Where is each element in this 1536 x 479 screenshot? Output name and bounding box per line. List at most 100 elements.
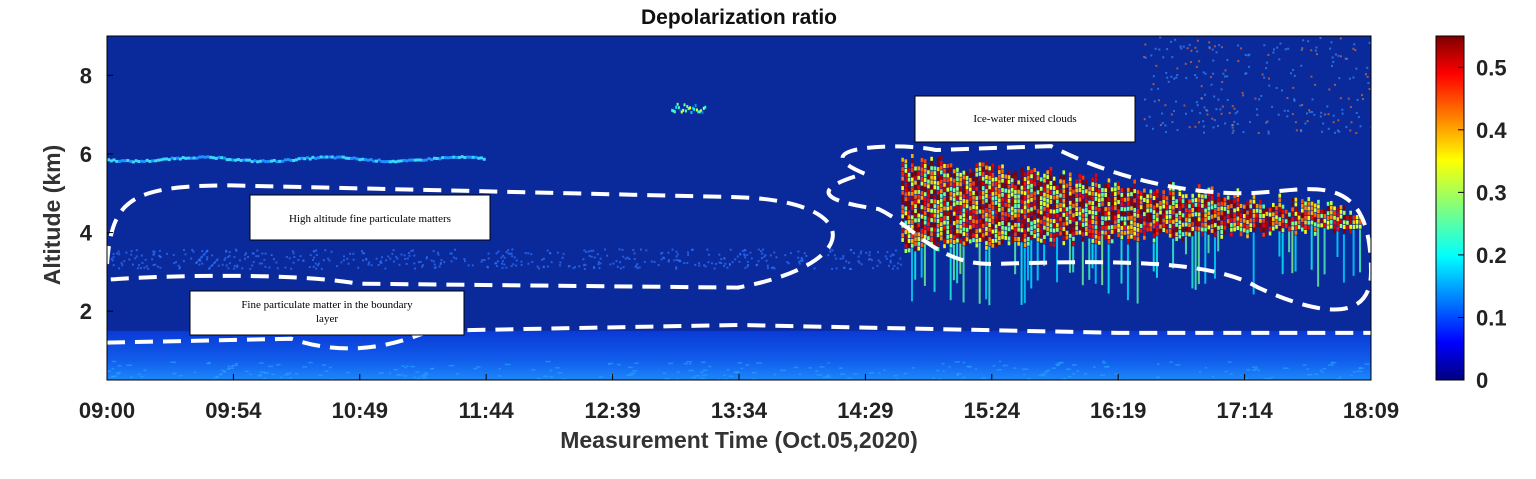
- mixed-cloud-pixel: [1117, 233, 1120, 238]
- mixed-cloud-pixel: [1065, 216, 1069, 221]
- boundary-layer-speck: [126, 364, 129, 366]
- mixed-cloud-pixel: [1201, 222, 1204, 227]
- aerosol-speck: [450, 252, 453, 255]
- mixed-cloud-pixel: [1104, 226, 1107, 231]
- noise-speck: [1355, 67, 1358, 70]
- mixed-cloud-pixel: [1004, 231, 1008, 236]
- mixed-cloud-pixel: [936, 209, 940, 214]
- mixed-cloud-pixel: [985, 198, 988, 203]
- mixed-cloud-pixel: [1330, 201, 1333, 206]
- mixed-cloud-pixel: [1033, 215, 1037, 220]
- fall-streak: [988, 246, 991, 306]
- mixed-cloud-pixel: [1094, 229, 1098, 234]
- mixed-cloud-pixel: [998, 170, 1001, 175]
- thin-layer-pixel: [474, 155, 478, 159]
- noise-speck: [1195, 65, 1198, 68]
- mixed-cloud-pixel: [1043, 202, 1046, 207]
- noise-speck: [1310, 49, 1313, 52]
- aerosol-speck: [675, 266, 678, 269]
- mixed-cloud-pixel: [994, 210, 998, 215]
- mixed-cloud-pixel: [1033, 229, 1037, 234]
- mixed-cloud-pixel: [1097, 236, 1101, 241]
- aerosol-speck: [616, 265, 619, 268]
- thin-layer-pixel: [170, 156, 174, 160]
- mixed-cloud-pixel: [975, 224, 979, 229]
- mixed-cloud-pixel: [1097, 240, 1101, 245]
- mixed-cloud-pixel: [1317, 209, 1320, 214]
- mixed-cloud-pixel: [1075, 207, 1078, 212]
- mixed-cloud-pixel: [1017, 237, 1020, 242]
- mixed-cloud-pixel: [917, 180, 921, 185]
- aerosol-speck: [527, 252, 530, 255]
- mixed-cloud-pixel: [927, 207, 930, 212]
- mixed-cloud-pixel: [1275, 224, 1278, 229]
- mixed-cloud-pixel: [1062, 222, 1066, 227]
- mixed-cloud-pixel: [1255, 218, 1259, 223]
- mixed-cloud-pixel: [1165, 229, 1169, 234]
- mixed-cloud-pixel: [1165, 205, 1169, 210]
- aerosol-speck: [583, 249, 586, 252]
- mixed-cloud-pixel: [1133, 207, 1136, 212]
- aerosol-speck: [606, 254, 609, 257]
- mixed-cloud-pixel: [949, 210, 953, 215]
- thin-layer-pixel: [471, 155, 475, 159]
- mixed-cloud-pixel: [910, 182, 914, 187]
- mixed-cloud-pixel: [1123, 197, 1127, 202]
- mixed-cloud-pixel: [1355, 219, 1359, 224]
- mixed-cloud-pixel: [1188, 199, 1191, 204]
- mixed-cloud-pixel: [1052, 176, 1056, 181]
- aerosol-speck: [667, 260, 670, 263]
- aerosol-speck: [158, 249, 161, 252]
- thin-layer-pixel: [366, 158, 370, 162]
- mixed-cloud-pixel: [1010, 201, 1014, 206]
- mixed-cloud-pixel: [1226, 200, 1230, 205]
- mixed-cloud-pixel: [994, 205, 998, 210]
- mixed-cloud-pixel: [1023, 205, 1027, 210]
- aerosol-speck: [235, 249, 238, 252]
- mixed-cloud-pixel: [1036, 185, 1040, 190]
- mixed-cloud-pixel: [978, 209, 982, 214]
- noise-speck: [1166, 76, 1169, 79]
- mixed-cloud-pixel: [1123, 230, 1127, 235]
- noise-speck: [1311, 111, 1314, 114]
- mixed-cloud-pixel: [1088, 191, 1091, 196]
- noise-speck: [1332, 121, 1335, 124]
- mixed-cloud-pixel: [1136, 223, 1140, 228]
- mixed-cloud-pixel: [965, 190, 969, 195]
- aerosol-speck: [628, 257, 631, 260]
- mixed-cloud-pixel: [1043, 235, 1046, 240]
- fall-streak: [1288, 231, 1291, 253]
- noise-speck: [1202, 125, 1205, 128]
- mixed-cloud-pixel: [1152, 200, 1156, 205]
- aerosol-speck: [714, 262, 717, 265]
- mixed-cloud-pixel: [1117, 214, 1120, 219]
- aerosol-speck: [190, 257, 193, 260]
- mixed-cloud-pixel: [1201, 217, 1204, 222]
- noise-speck: [1220, 88, 1223, 91]
- mixed-cloud-pixel: [907, 210, 911, 215]
- mixed-cloud-pixel: [1139, 219, 1143, 224]
- mixed-cloud-pixel: [1143, 197, 1146, 202]
- mixed-cloud-pixel: [975, 229, 979, 234]
- colorbar: 00.10.20.30.40.5: [1435, 35, 1507, 393]
- upper-cloud-pixel: [690, 111, 693, 115]
- mixed-cloud-pixel: [1010, 206, 1014, 211]
- aerosol-speck: [227, 256, 230, 259]
- aerosol-speck: [241, 267, 244, 270]
- noise-speck: [1195, 76, 1198, 79]
- mixed-cloud-pixel: [1249, 204, 1253, 209]
- mixed-cloud-pixel: [1078, 173, 1082, 178]
- boundary-layer-speck: [1270, 376, 1274, 379]
- thin-layer-pixel: [352, 156, 356, 160]
- mixed-cloud-pixel: [1217, 206, 1220, 211]
- boundary-layer-speck: [417, 377, 421, 380]
- mixed-cloud-pixel: [1242, 204, 1246, 209]
- boundary-layer-speck: [956, 374, 959, 376]
- aerosol-speck: [152, 253, 155, 256]
- mixed-cloud-pixel: [1136, 190, 1140, 195]
- aerosol-speck: [270, 254, 273, 257]
- mixed-cloud-pixel: [1143, 221, 1146, 226]
- mixed-cloud-pixel: [1201, 208, 1204, 213]
- mixed-cloud-pixel: [936, 185, 940, 190]
- mixed-cloud-pixel: [1094, 239, 1098, 244]
